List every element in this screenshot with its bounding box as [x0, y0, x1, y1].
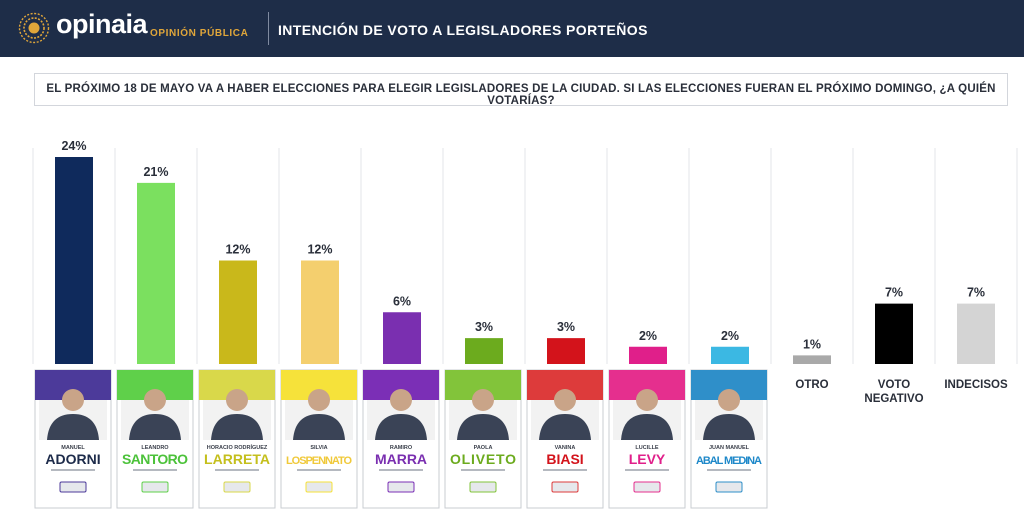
candidate-first-name: VANINA	[555, 445, 576, 451]
page-title: INTENCIÓN DE VOTO A LEGISLADORES PORTEÑO…	[278, 22, 648, 38]
candidate-body-icon	[457, 414, 509, 440]
candidate-portrait-icon	[226, 389, 248, 411]
candidate-body-icon	[211, 414, 263, 440]
candidate-portrait-icon	[554, 389, 576, 411]
candidate-last-name: OLIVETO	[450, 451, 516, 467]
bar-oliveto	[465, 338, 503, 364]
candidate-first-name: SILVIA	[310, 445, 327, 451]
candidate-last-name: MARRA	[375, 451, 427, 467]
candidate-portrait-icon	[144, 389, 166, 411]
candidate-last-name: BIASI	[546, 451, 583, 467]
card-subtitle-line	[51, 469, 95, 471]
candidate-last-name: SANTORO	[122, 451, 188, 467]
party-logo-icon	[223, 481, 251, 493]
card-subtitle-line	[133, 469, 177, 471]
candidate-body-icon	[293, 414, 345, 440]
candidate-body-icon	[129, 414, 181, 440]
party-logo-icon	[715, 481, 743, 493]
header-divider	[268, 12, 269, 45]
data-label: 12%	[307, 243, 332, 257]
party-logo-icon	[469, 481, 497, 493]
card-subtitle-line	[543, 469, 587, 471]
candidate-first-name: LEANDRO	[141, 445, 169, 451]
bar-levy	[629, 346, 667, 364]
candidate-first-name: JUAN MANUEL	[709, 445, 750, 451]
candidate-last-name: LOSPENNATO	[286, 455, 352, 467]
bar-otro	[793, 355, 831, 364]
candidate-body-icon	[539, 414, 591, 440]
card-subtitle-line	[461, 469, 505, 471]
candidate-portrait-icon	[390, 389, 412, 411]
candidate-last-name: LEVY	[629, 451, 666, 467]
bar-voto-negativo	[875, 303, 913, 364]
candidate-last-name: ABAL MEDINA	[696, 455, 762, 467]
candidate-body-icon	[703, 414, 755, 440]
bar-lospennato	[301, 260, 339, 364]
party-logo-icon	[141, 481, 169, 493]
candidate-body-icon	[621, 414, 673, 440]
candidate-body-icon	[375, 414, 427, 440]
category-label: INDECISOS	[944, 379, 1008, 391]
candidate-portrait-icon	[308, 389, 330, 411]
party-logo-icon	[633, 481, 661, 493]
candidate-first-name: PAOLA	[474, 445, 493, 451]
card-subtitle-line	[625, 469, 669, 471]
candidate-portrait-icon	[718, 389, 740, 411]
candidate-portrait-icon	[472, 389, 494, 411]
data-label: 21%	[143, 165, 168, 179]
candidate-first-name: MANUEL	[61, 445, 85, 451]
data-label: 3%	[557, 320, 575, 334]
bar-larreta	[219, 260, 257, 364]
card-subtitle-line	[707, 469, 751, 471]
candidate-body-icon	[47, 414, 99, 440]
question-box: EL PRÓXIMO 18 DE MAYO VA A HABER ELECCIO…	[34, 73, 1008, 107]
candidate-first-name: HORACIO RODRÍGUEZ	[207, 443, 268, 451]
data-label: 2%	[639, 329, 657, 343]
data-label: 24%	[61, 139, 86, 153]
party-logo-icon	[551, 481, 579, 493]
data-label: 1%	[803, 337, 821, 351]
card-subtitle-line	[297, 469, 341, 471]
category-label: OTRO	[795, 379, 828, 391]
candidate-first-name: RAMIRO	[390, 445, 413, 451]
category-label: NEGATIVO	[864, 393, 923, 405]
candidate-last-name: ADORNI	[45, 451, 100, 467]
header-banner: opinaia OPINIÓN PÚBLICA INTENCIÓN DE VOT…	[0, 0, 1024, 57]
candidate-portrait-icon	[636, 389, 658, 411]
brand-logo: opinaia	[56, 9, 148, 39]
brand-subtitle: OPINIÓN PÚBLICA	[150, 28, 249, 39]
bar-adorni	[55, 157, 93, 364]
data-label: 7%	[967, 286, 985, 300]
bar-abal-medina	[711, 346, 749, 364]
party-logo-icon	[305, 481, 333, 493]
data-label: 7%	[885, 286, 903, 300]
data-label: 3%	[475, 320, 493, 334]
survey-question: EL PRÓXIMO 18 DE MAYO VA A HABER ELECCIO…	[46, 83, 996, 107]
candidate-last-name: LARRETA	[204, 451, 270, 467]
party-logo-icon	[59, 481, 87, 493]
bar-santoro	[137, 182, 175, 364]
sun-logo-icon	[18, 12, 50, 44]
card-subtitle-line	[379, 469, 423, 471]
data-label: 2%	[721, 329, 739, 343]
candidate-first-name: LUCILLE	[635, 445, 659, 451]
data-label: 12%	[225, 243, 250, 257]
category-label: VOTO	[878, 379, 910, 391]
bar-indecisos	[957, 303, 995, 364]
bar-biasi	[547, 338, 585, 364]
card-subtitle-line	[215, 469, 259, 471]
party-logo-icon	[387, 481, 415, 493]
data-label: 6%	[393, 294, 411, 308]
candidate-portrait-icon	[62, 389, 84, 411]
bar-marra	[383, 312, 421, 364]
